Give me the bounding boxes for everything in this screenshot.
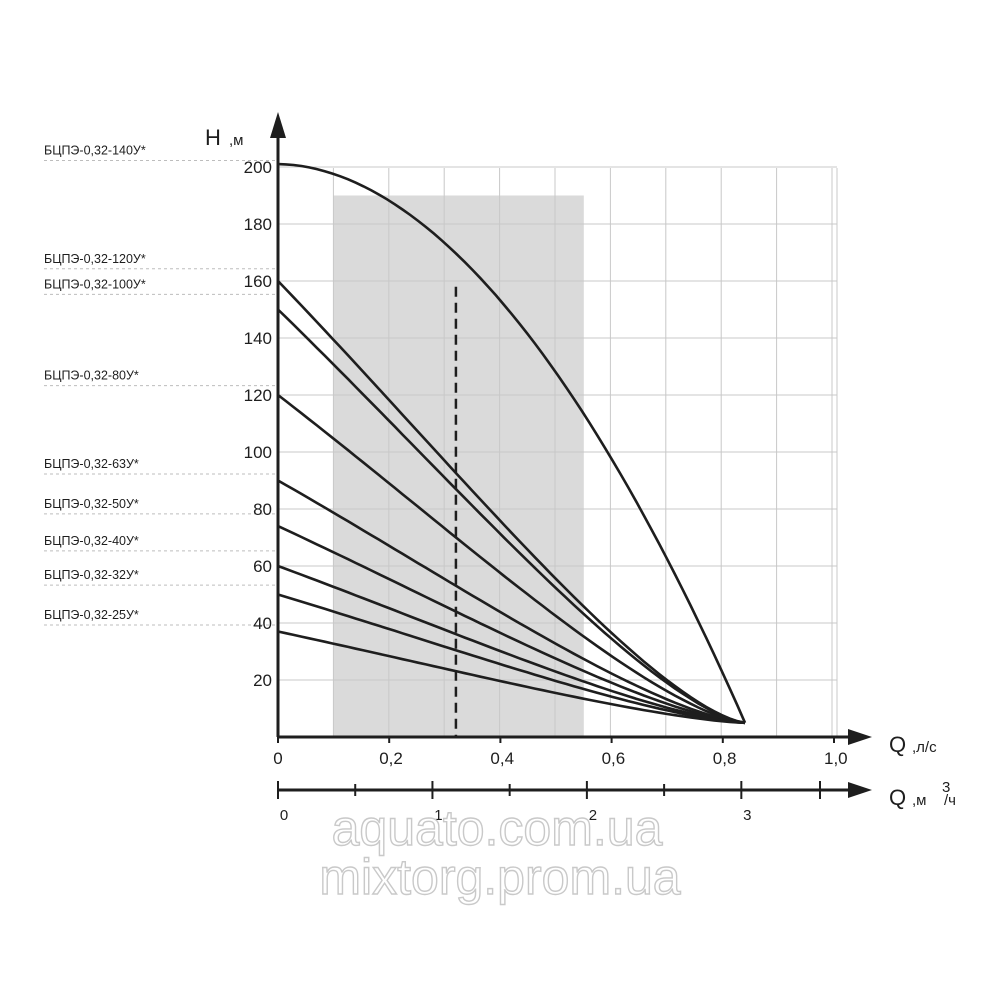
- model-label-2: БЦПЭ-0,32-120У*: [44, 252, 146, 266]
- curve-5: [277, 479, 746, 725]
- x2-axis-unit-tail: /ч: [944, 792, 956, 809]
- model-label-6: БЦПЭ-0,32-50У*: [44, 497, 139, 511]
- x2-tick-label: 1: [434, 807, 442, 824]
- label-leader-lines: [44, 159, 278, 626]
- x2-axis-title: Q: [889, 785, 906, 810]
- x-tick-label: 0,4: [490, 749, 514, 768]
- curve-2: [277, 280, 746, 725]
- y-axis-title: H: [205, 125, 221, 150]
- y-tick-label: 60: [253, 557, 272, 576]
- y-tick-label: 20: [253, 671, 272, 690]
- x2-axis-arrow: [848, 782, 872, 798]
- x-tick-label: 0: [273, 749, 282, 768]
- model-label-8: БЦПЭ-0,32-32У*: [44, 568, 139, 582]
- curve-9: [277, 630, 746, 725]
- model-label-3: БЦПЭ-0,32-100У*: [44, 277, 146, 291]
- watermark-line-1: aquato.com.ua: [332, 800, 663, 856]
- curve-1: [277, 162, 747, 724]
- model-labels: БЦПЭ-0,32-140У* БЦПЭ-0,32-120У* БЦПЭ-0,32-…: [44, 143, 146, 622]
- y-tick-label: 200: [244, 158, 272, 177]
- x-tick-label: 0,2: [379, 749, 403, 768]
- model-label-9: БЦПЭ-0,32-25У*: [44, 608, 139, 622]
- y-tick-label: 40: [253, 614, 272, 633]
- curve-4: [277, 393, 746, 725]
- y-tick-label: 120: [244, 386, 272, 405]
- shaded-operating-range: [333, 195, 584, 737]
- model-label-5: БЦПЭ-0,32-63У*: [44, 457, 139, 471]
- y-tick-label: 140: [244, 329, 272, 348]
- curve-6: [277, 524, 746, 725]
- y-tick-label: 160: [244, 272, 272, 291]
- model-label-1: БЦПЭ-0,32-140У*: [44, 143, 146, 157]
- x2-tick-label: 2: [589, 807, 597, 824]
- y-tick-label: 100: [244, 443, 272, 462]
- x-tick-label: 0,6: [602, 749, 626, 768]
- x-axis-arrow: [848, 729, 872, 745]
- axes: [270, 112, 872, 798]
- curve-8: [277, 593, 746, 725]
- grid-lines: [278, 166, 838, 737]
- y-tick-label: 80: [253, 500, 272, 519]
- x-tick-label: 0,8: [713, 749, 737, 768]
- curve-3: [277, 308, 746, 725]
- x-tick-label: 1,0: [824, 749, 848, 768]
- x-axis-title: Q: [889, 732, 906, 757]
- y-tick-label: 180: [244, 215, 272, 234]
- x2-axis-unit: ,м: [912, 792, 926, 809]
- x2-tick-label: 0: [280, 807, 288, 824]
- x2-tick-label: 3: [743, 807, 751, 824]
- pump-curves: [277, 162, 747, 725]
- model-label-7: БЦПЭ-0,32-40У*: [44, 534, 139, 548]
- watermark-line-2: mixtorg.prom.ua: [319, 849, 680, 905]
- shaded-range: [333, 195, 584, 737]
- y-axis-unit: ,м: [229, 132, 243, 149]
- x-axis-unit: ,л/с: [912, 739, 937, 756]
- x2-axis-unit-superscript: 3: [942, 779, 950, 796]
- y-axis-arrow: [270, 112, 286, 138]
- curve-7: [277, 564, 746, 725]
- model-label-4: БЦПЭ-0,32-80У*: [44, 369, 139, 383]
